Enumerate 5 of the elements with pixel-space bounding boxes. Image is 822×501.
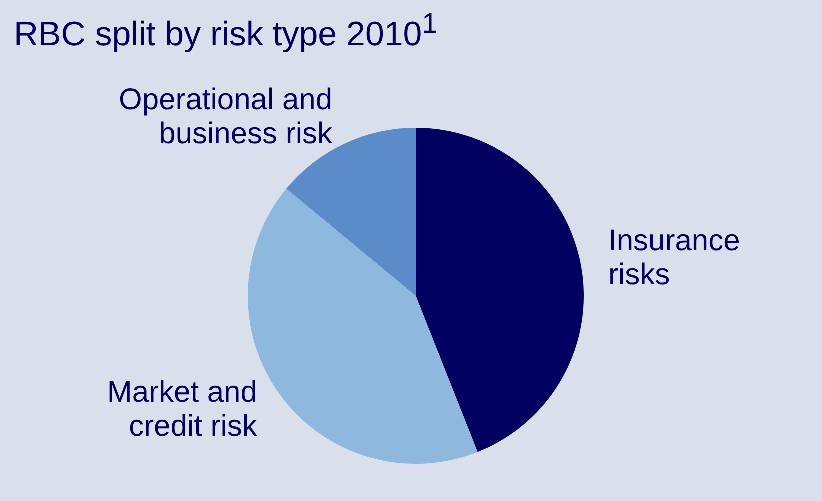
chart-title: RBC split by risk type 2010$^{1}$ (14, 8, 438, 54)
pie-slice (416, 128, 584, 452)
slice-label: Operational and business risk (119, 84, 334, 151)
slice-label: Market and credit risk (107, 376, 258, 444)
slice-label: Insurance risks (608, 224, 740, 292)
